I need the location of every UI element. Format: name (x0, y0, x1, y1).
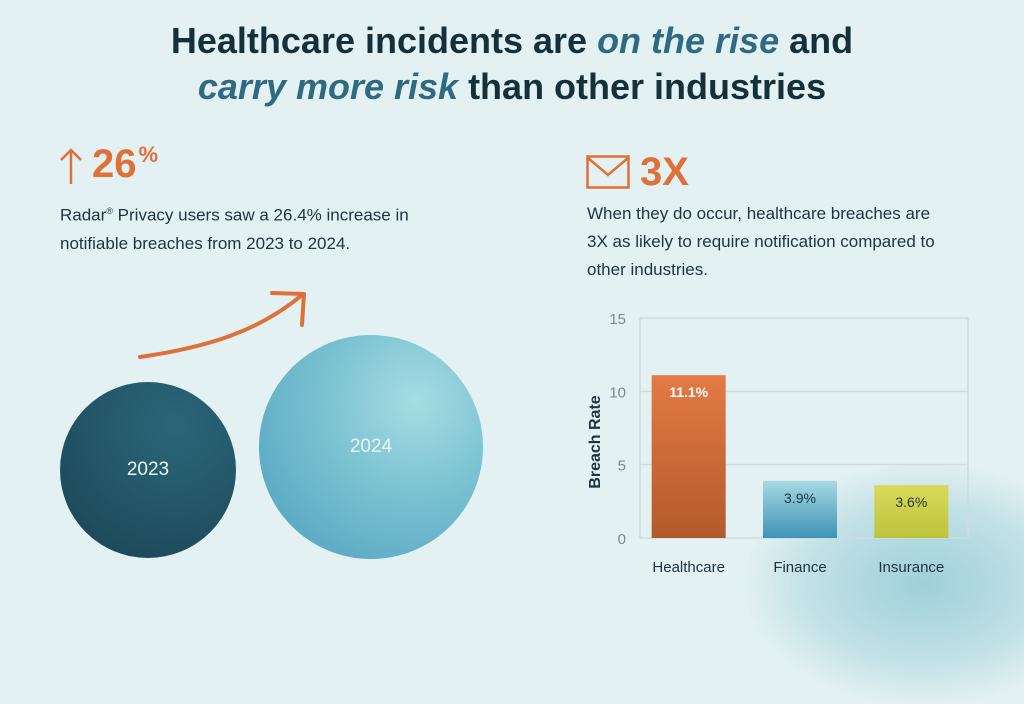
title-line1-text: Healthcare incidents are (170, 20, 598, 61)
bar-healthcare (651, 375, 726, 538)
data-label: 11.1% (669, 384, 708, 400)
title-line2-text: than other industries (458, 66, 827, 107)
brand-name: Radar (60, 205, 107, 225)
y-tick-label: 0 (618, 531, 626, 548)
increase-value: 26 (92, 142, 137, 186)
notification-description: When they do occur, healthcare breaches … (587, 204, 935, 279)
circle-2023: 2023 (60, 382, 236, 558)
title-emphasis-rise: on the rise (597, 20, 780, 61)
bar-finance (763, 480, 837, 538)
notification-stat: 3X (586, 150, 689, 194)
circle-2024-label: 2024 (349, 436, 393, 457)
y-tick-label: 5 (618, 458, 626, 475)
increase-description: Radar® Privacy users saw a 26.4% increas… (60, 197, 460, 258)
arrow-up-icon (60, 148, 82, 184)
increase-description-text: Privacy users saw a 26.4% increase in no… (60, 205, 409, 253)
increase-suffix: % (138, 142, 159, 167)
title-line1-end: and (779, 20, 854, 61)
x-tick-label: Healthcare (652, 559, 725, 576)
data-label: 3.6% (895, 494, 927, 510)
breach-rate-chart: 0 5 10 15 Breach Rate 11.1% Healthcare 3.9% Fina… (587, 311, 969, 576)
registered-mark: ® (106, 206, 113, 216)
growth-arrow-icon (138, 291, 306, 359)
data-label: 3.9% (784, 490, 816, 506)
y-axis-label: Breach Rate (587, 395, 604, 488)
circle-2023-label: 2023 (126, 459, 170, 480)
increase-stat: 26 % (58, 142, 158, 186)
y-tick-label: 15 (609, 311, 626, 328)
y-tick-label: 10 (609, 384, 626, 401)
envelope-icon (586, 155, 630, 189)
title-emphasis-risk: carry more risk (197, 66, 459, 107)
page-title: Healthcare incidents are on the rise and… (0, 18, 1024, 110)
circle-2024: 2024 (259, 335, 483, 559)
x-tick-label: Insurance (878, 559, 944, 576)
notification-value: 3X (640, 150, 689, 194)
bar-insurance (874, 485, 949, 538)
x-tick-label: Finance (773, 559, 826, 576)
